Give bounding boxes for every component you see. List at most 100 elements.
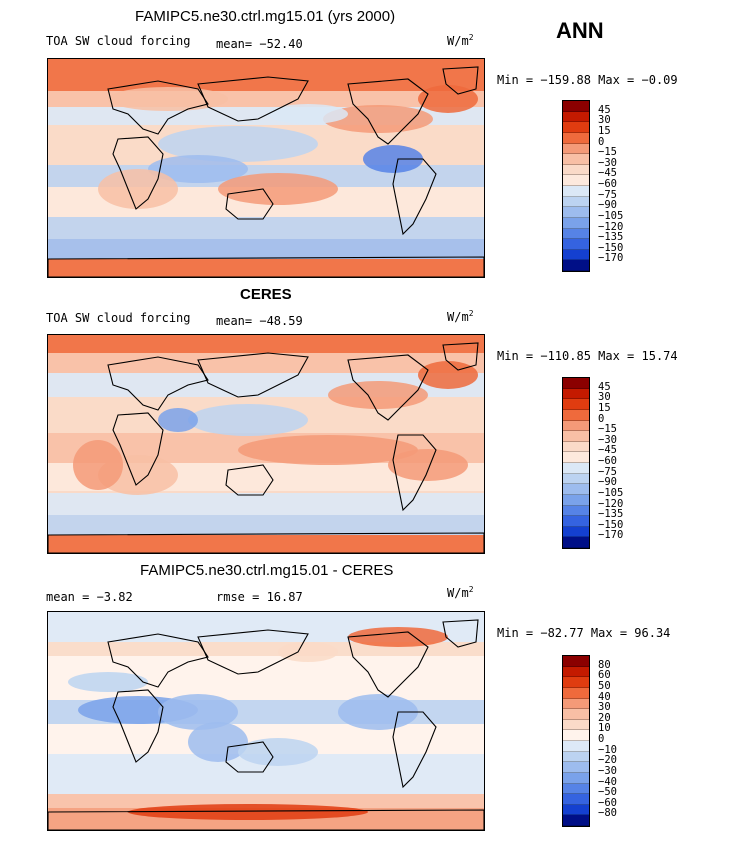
colorbar-swatch [563, 122, 589, 133]
colorbar-tick-label: −30 [598, 156, 617, 169]
colorbar-tick-label: −30 [598, 433, 617, 446]
coastline [112, 412, 164, 486]
map-field-patch [348, 627, 448, 647]
map-field-patch [158, 126, 318, 162]
coastline [48, 809, 484, 830]
colorbar-swatch [563, 101, 589, 112]
colorbar-swatch [563, 378, 589, 389]
colorbar-tick-label: −30 [598, 764, 617, 777]
coastline [442, 342, 479, 371]
panel1-title: FAMIPC5.ne30.ctrl.mg15.01 (yrs 2000) [135, 8, 396, 25]
colorbar-swatch [563, 228, 589, 240]
colorbar-tick-label: 0 [598, 135, 605, 148]
colorbar-tick-label: 40 [598, 690, 611, 703]
panel2-map [47, 334, 485, 554]
colorbar-swatch [563, 505, 589, 517]
colorbar-tick-label: 50 [598, 679, 611, 692]
map-field-patch [73, 440, 123, 490]
panel3-units: W/m2 [447, 585, 474, 600]
map-field-band [48, 335, 484, 353]
map-field-patch [218, 173, 338, 205]
panel2-colorbar [562, 377, 590, 549]
map-field-patch [128, 804, 368, 820]
coastline [197, 76, 309, 122]
coastline [347, 78, 429, 145]
map-field-patch [418, 85, 478, 113]
map-field-patch [338, 694, 418, 730]
colorbar-swatch [563, 463, 589, 474]
panel3-map-field [48, 612, 484, 830]
colorbar-tick-label: −135 [598, 508, 624, 521]
map-field-band [48, 535, 484, 553]
coastline [225, 188, 274, 220]
coastline [392, 434, 437, 512]
coastline [107, 80, 209, 135]
map-field-patch [158, 408, 198, 432]
colorbar-swatch [563, 441, 589, 453]
colorbar-swatch [563, 656, 589, 667]
map-field-patch [418, 361, 478, 389]
colorbar-tick-label: 30 [598, 391, 611, 404]
map-field-band [48, 259, 484, 277]
colorbar-tick-label: −150 [598, 518, 624, 531]
map-field-patch [238, 435, 418, 465]
colorbar-swatch [563, 196, 589, 208]
colorbar-swatch [563, 537, 589, 548]
colorbar-swatch [563, 751, 589, 763]
colorbar-swatch [563, 260, 589, 271]
colorbar-tick-label: 45 [598, 380, 611, 393]
coastline [392, 711, 437, 789]
panel3-mean: mean = −3.82 [46, 590, 133, 604]
colorbar-swatch [563, 154, 589, 165]
colorbar-swatch [563, 164, 589, 176]
colorbar-swatch [563, 772, 589, 784]
colorbar-tick-label: 10 [598, 722, 611, 735]
coastline [48, 532, 484, 553]
colorbar-swatch [563, 719, 589, 731]
colorbar-swatch [563, 431, 589, 442]
colorbar-swatch [563, 452, 589, 463]
coastline [442, 66, 479, 95]
panel2-title: CERES [240, 286, 292, 303]
colorbar-tick-label: −90 [598, 476, 617, 489]
panel2-map-field [48, 335, 484, 553]
colorbar-swatch [563, 526, 589, 538]
coastline [197, 629, 309, 675]
colorbar-tick-label: −120 [598, 497, 624, 510]
panel2-minmax: Min = −110.85 Max = 15.74 [497, 349, 678, 363]
colorbar-tick-label: 0 [598, 412, 605, 425]
colorbar-swatch [563, 132, 589, 144]
coastline [48, 256, 484, 277]
colorbar-tick-label: −15 [598, 146, 617, 159]
colorbar-swatch [563, 494, 589, 506]
colorbar-tick-label: 80 [598, 658, 611, 671]
colorbar-swatch [563, 207, 589, 218]
colorbar-tick-label: −80 [598, 807, 617, 820]
map-field-patch [108, 87, 228, 111]
colorbar-swatch [563, 111, 589, 123]
panel3-colorbar [562, 655, 590, 827]
map-field-patch [148, 155, 248, 183]
panel2-field-label: TOA SW cloud forcing [46, 311, 191, 325]
colorbar-swatch [563, 762, 589, 773]
colorbar-tick-label: −15 [598, 423, 617, 436]
colorbar-swatch [563, 666, 589, 678]
colorbar-tick-label: 20 [598, 711, 611, 724]
season-label: ANN [556, 18, 604, 43]
colorbar-swatch [563, 399, 589, 410]
colorbar-tick-label: 30 [598, 701, 611, 714]
colorbar-tick-label: −50 [598, 786, 617, 799]
colorbar-swatch [563, 677, 589, 688]
colorbar-swatch [563, 794, 589, 805]
colorbar-swatch [563, 783, 589, 795]
colorbar-swatch [563, 741, 589, 752]
coastline [112, 136, 164, 210]
colorbar-swatch [563, 484, 589, 495]
colorbar-tick-label: 0 [598, 733, 605, 745]
panel3-minmax: Min = −82.77 Max = 96.34 [497, 626, 671, 640]
colorbar-swatch [563, 687, 589, 699]
colorbar-tick-label: −120 [598, 220, 624, 233]
coastline [442, 619, 479, 648]
map-field-band [48, 59, 484, 91]
coastline [107, 356, 209, 411]
